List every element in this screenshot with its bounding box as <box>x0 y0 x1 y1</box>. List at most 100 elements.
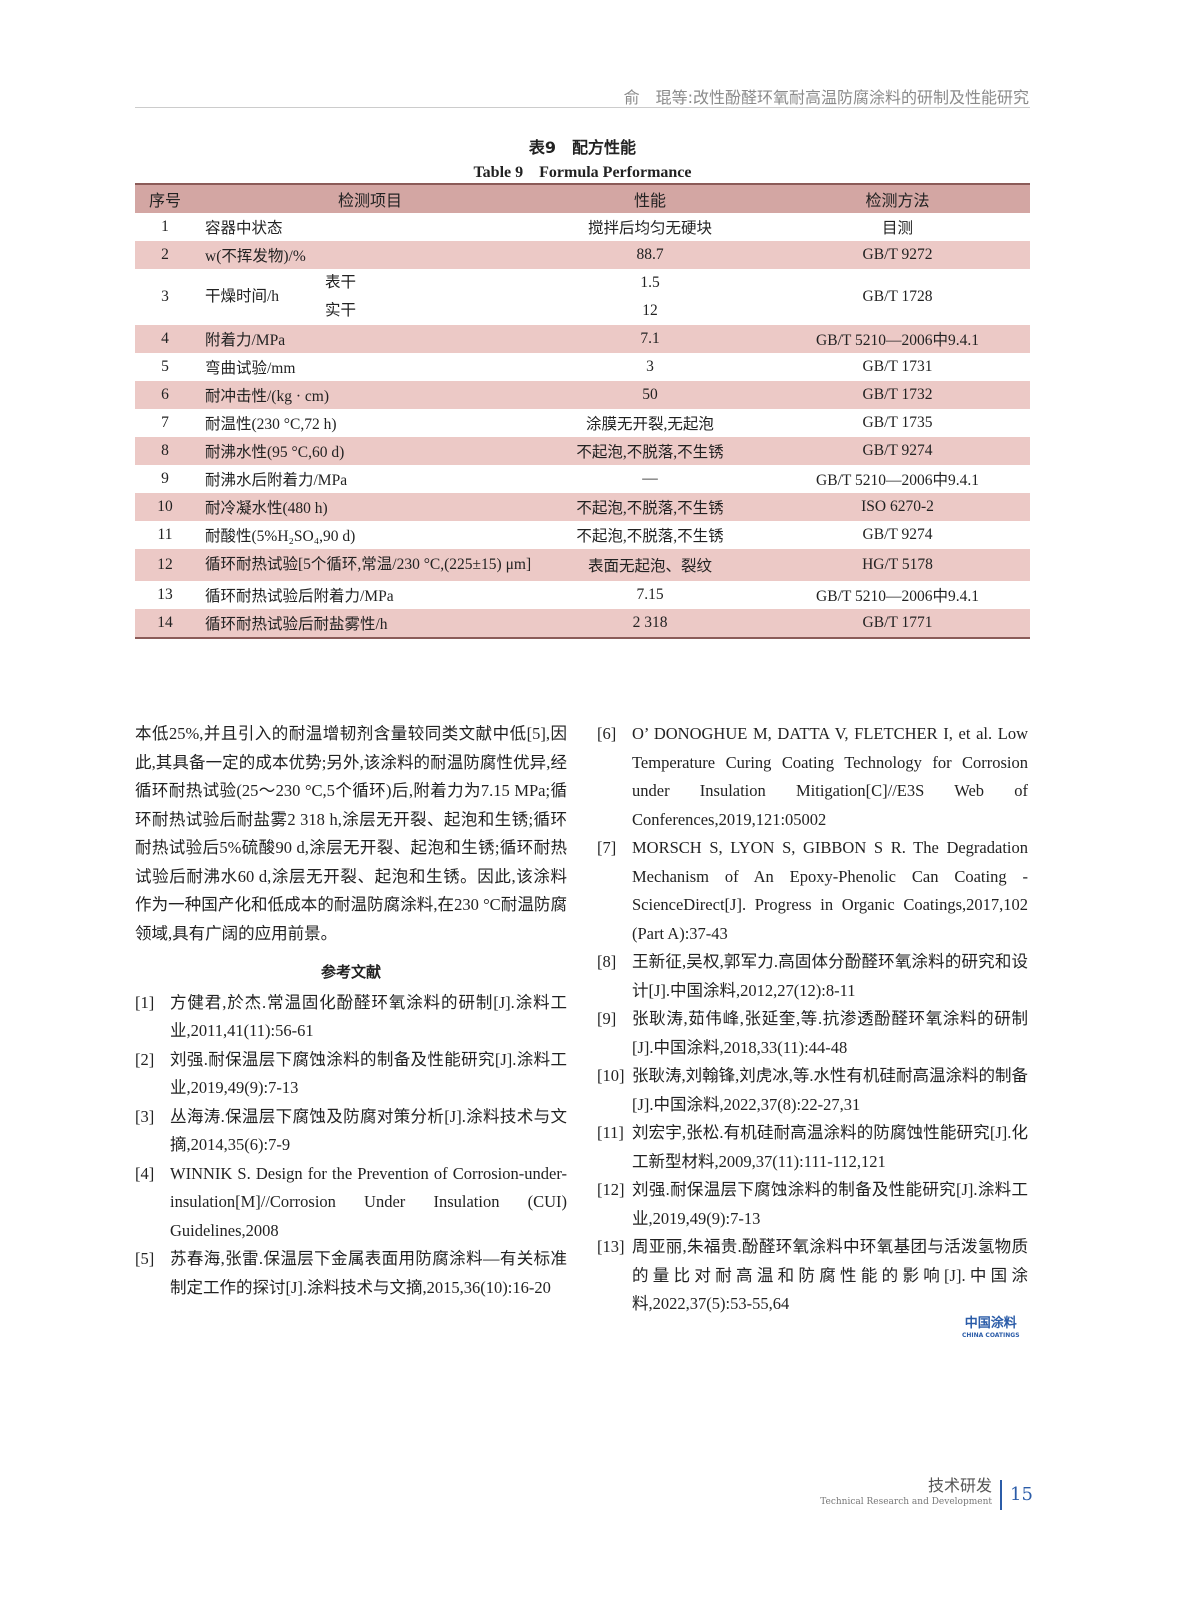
row-item: 耐酸性(5%H₂SO₄,90 d) <box>205 528 356 545</box>
row-value: 50 <box>642 386 658 403</box>
row-no: 8 <box>161 442 169 459</box>
row-no: 3 <box>161 288 169 305</box>
reference-text: 苏春海,张雷.保温层下金属表面用防腐涂料—有关标准制定工作的探讨[J].涂料技术… <box>170 1249 567 1297</box>
reference-item: [11] 刘宏宇,张松.有机硅耐高温涂料的防腐蚀性能研究[J].化工新型材料,20… <box>597 1119 1028 1176</box>
reference-item: [2] 刘强.耐保温层下腐蚀涂料的制备及性能研究[J].涂料工业,2019,49(… <box>135 1046 567 1103</box>
left-column: 本低25%,并且引入的耐温增韧剂含量较同类文献中低[5],因此,其具备一定的成本… <box>135 720 567 1302</box>
row-no: 1 <box>161 218 169 235</box>
row-no: 4 <box>161 330 169 347</box>
reference-number: [1] <box>135 992 155 1012</box>
reference-number: [8] <box>597 952 617 971</box>
table-row: 3 干燥时间/h表干 实干 1.5 GB/T 1728 <box>135 269 1030 319</box>
row-method: GB/T 5210—2006中9.4.1 <box>816 588 979 605</box>
reference-text: 张耿涛,茹伟峰,张延奎,等.抗渗透酚醛环氧涂料的研制[J].中国涂料,2018,… <box>632 1009 1028 1057</box>
footer-section-en: Technical Research and Development <box>820 1497 992 1507</box>
row-item: 耐沸水性(95 °C,60 d) <box>205 444 345 461</box>
header-rule <box>135 107 1030 108</box>
row-item: 干燥时间/h表干 实干 <box>205 274 357 319</box>
row-method: GB/T 5210—2006中9.4.1 <box>816 472 979 489</box>
reference-item: [6] O’ DONOGHUE M, DATTA V, FLETCHER I, e… <box>597 720 1028 834</box>
row-method: GB/T 1735 <box>862 414 933 431</box>
reference-number: [2] <box>135 1049 155 1069</box>
row-method: GB/T 1731 <box>862 358 933 375</box>
row-value: 12 <box>642 302 658 319</box>
row-item: 耐冷凝水性(480 h) <box>205 500 328 517</box>
row-method: GB/T 1728 <box>862 288 933 305</box>
reference-number: [6] <box>597 724 617 743</box>
reference-item: [12] 刘强.耐保温层下腐蚀涂料的制备及性能研究[J].涂料工业,2019,49… <box>597 1176 1028 1233</box>
reference-item: [13] 周亚丽,朱福贵.酚醛环氧涂料中环氧基团与活泼氢物质的量比对耐高温和防腐性… <box>597 1233 1028 1319</box>
row-item: 附着力/MPa <box>205 332 286 349</box>
footer-section-cn: 技术研发 <box>927 1476 992 1495</box>
reference-number: [7] <box>597 838 617 857</box>
body-paragraph: 本低25%,并且引入的耐温增韧剂含量较同类文献中低[5],因此,其具备一定的成本… <box>135 724 567 943</box>
row-value: 7.1 <box>640 330 660 347</box>
table-row: 13 循环耐热试验后附着力/MPa 7.15 GB/T 5210—2006中9.… <box>135 581 1030 609</box>
reference-text: 王新征,吴权,郭军力.高固体分酚醛环氧涂料的研究和设计[J].中国涂料,2012… <box>632 952 1028 1000</box>
table-row: 8 耐沸水性(95 °C,60 d) 不起泡,不脱落,不生锈 GB/T 9274 <box>135 437 1030 465</box>
reference-item: [7] MORSCH S, LYON S, GIBBON S R. The Deg… <box>597 834 1028 948</box>
reference-text: WINNIK S. Design for the Prevention of C… <box>170 1163 567 1240</box>
row-no: 12 <box>157 556 173 573</box>
table-row: 14 循环耐热试验后耐盐雾性/h 2 318 GB/T 1771 <box>135 609 1030 638</box>
row-no: 10 <box>157 498 173 515</box>
footer-divider <box>1000 1480 1002 1510</box>
reference-text: 刘宏宇,张松.有机硅耐高温涂料的防腐蚀性能研究[J].化工新型材料,2009,3… <box>632 1123 1028 1171</box>
reference-item: [1] 方健君,於杰.常温固化酚醛环氧涂料的研制[J].涂料工业,2011,41(… <box>135 989 567 1046</box>
row-item: 耐冲击性/(kg · cm) <box>205 388 329 405</box>
row-no: 11 <box>157 526 173 543</box>
reference-item: [5] 苏春海,张雷.保温层下金属表面用防腐涂料—有关标准制定工作的探讨[J].涂… <box>135 1245 567 1302</box>
page-number: 15 <box>1010 1484 1033 1505</box>
table-row: 12 循环耐热试验[5个循环,常温/230 °C,(225±15) μm] 表面… <box>135 549 1030 581</box>
reference-number: [13] <box>597 1237 625 1256</box>
row-no: 2 <box>161 246 169 263</box>
table-row: 10 耐冷凝水性(480 h) 不起泡,不脱落,不生锈 ISO 6270-2 <box>135 493 1030 521</box>
col-header: 检测项目 <box>337 193 402 210</box>
reference-text: O’ DONOGHUE M, DATTA V, FLETCHER I, et a… <box>632 724 1028 829</box>
row-value: 涂膜无开裂,无起泡 <box>586 416 714 433</box>
reference-text: 刘强.耐保温层下腐蚀涂料的制备及性能研究[J].涂料工业,2019,49(9):… <box>170 1049 567 1098</box>
table-row: 4 附着力/MPa 7.1 GB/T 5210—2006中9.4.1 <box>135 325 1030 353</box>
row-method: GB/T 9274 <box>862 526 933 543</box>
row-item: 循环耐热试验后附着力/MPa <box>205 588 394 605</box>
running-title: 俞 琨等:改性酚醛环氧耐高温防腐涂料的研制及性能研究 <box>623 88 1029 107</box>
table-row: 6 耐冲击性/(kg · cm) 50 GB/T 1732 <box>135 381 1030 409</box>
logo-cn: 中国涂料 <box>964 1316 1017 1331</box>
row-item: 弯曲试验/mm <box>205 360 296 377</box>
row-item: 循环耐热试验[5个循环,常温/230 °C,(225±15) μm] <box>205 556 532 573</box>
table-row: 12 <box>135 297 1030 325</box>
row-subitem: 表干 <box>325 274 357 291</box>
row-method: GB/T 5210—2006中9.4.1 <box>816 332 979 349</box>
reference-item: [3] 丛海涛.保温层下腐蚀及防腐对策分析[J].涂料技术与文摘,2014,35(… <box>135 1103 567 1160</box>
row-item: 耐沸水后附着力/MPa <box>205 472 348 489</box>
reference-text: MORSCH S, LYON S, GIBBON S R. The Degrad… <box>632 838 1028 943</box>
formula-performance-table: 序号 检测项目 性能 检测方法 1 容器中状态 搅拌后均匀无硬块 目测 2 w(… <box>135 183 1030 639</box>
table-caption-cn: 表9 配方性能 <box>528 138 637 157</box>
row-no: 6 <box>161 386 169 403</box>
row-value: — <box>642 470 658 487</box>
row-no: 13 <box>157 586 173 603</box>
reference-item: [4] WINNIK S. Design for the Prevention o… <box>135 1160 567 1246</box>
row-no: 9 <box>161 470 169 487</box>
row-item: 容器中状态 <box>205 220 283 237</box>
reference-item: [9] 张耿涛,茹伟峰,张延奎,等.抗渗透酚醛环氧涂料的研制[J].中国涂料,20… <box>597 1005 1028 1062</box>
reference-number: [10] <box>597 1066 625 1085</box>
logo-en: CHINA COATINGS <box>962 1332 1020 1339</box>
reference-text: 方健君,於杰.常温固化酚醛环氧涂料的研制[J].涂料工业,2011,41(11)… <box>170 992 567 1041</box>
reference-number: [9] <box>597 1009 617 1028</box>
reference-number: [11] <box>597 1123 624 1142</box>
row-method: ISO 6270-2 <box>861 498 934 515</box>
table-row: 11 耐酸性(5%H₂SO₄,90 d) 不起泡,不脱落,不生锈 GB/T 92… <box>135 521 1030 549</box>
col-header: 序号 <box>148 193 181 210</box>
row-value: 1.5 <box>640 274 660 291</box>
row-subitem: 实干 <box>325 302 357 319</box>
row-method: GB/T 1732 <box>862 386 933 403</box>
row-method: HG/T 5178 <box>862 556 933 573</box>
row-value: 88.7 <box>636 246 664 263</box>
row-method: GB/T 9274 <box>862 442 933 459</box>
row-no: 14 <box>157 614 173 631</box>
row-value: 搅拌后均匀无硬块 <box>587 220 712 237</box>
row-value: 7.15 <box>636 586 664 603</box>
reference-number: [12] <box>597 1180 625 1199</box>
china-coatings-logo: 中国涂料 CHINA COATINGS <box>962 1316 1020 1340</box>
